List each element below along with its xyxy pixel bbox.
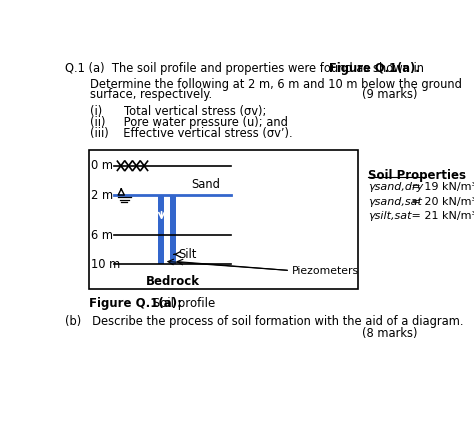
Text: (b)   Describe the process of soil formation with the aid of a diagram.: (b) Describe the process of soil formati… bbox=[65, 315, 464, 328]
Text: (9 marks): (9 marks) bbox=[362, 88, 417, 101]
Text: Piezometers: Piezometers bbox=[292, 266, 359, 276]
Text: Q.1 (a)  The soil profile and properties were found as shown in: Q.1 (a) The soil profile and properties … bbox=[65, 62, 428, 75]
Text: γsand,dry: γsand,dry bbox=[368, 182, 423, 192]
Text: Soil Properties: Soil Properties bbox=[368, 169, 465, 182]
Text: (8 marks): (8 marks) bbox=[362, 327, 417, 340]
Bar bbox=[89, 150, 357, 289]
Text: γsand,sat: γsand,sat bbox=[368, 197, 421, 206]
Text: Figure Q.1(a):: Figure Q.1(a): bbox=[89, 297, 182, 310]
Text: Bedrock: Bedrock bbox=[146, 275, 200, 288]
Text: Silt: Silt bbox=[179, 248, 197, 261]
Text: Sand: Sand bbox=[191, 178, 220, 191]
Text: Soil profile: Soil profile bbox=[149, 297, 215, 310]
Bar bbox=[170, 195, 175, 264]
Text: = 21 kN/m³: = 21 kN/m³ bbox=[408, 211, 474, 221]
Text: = 19 kN/m³: = 19 kN/m³ bbox=[408, 182, 474, 192]
Bar bbox=[158, 195, 164, 264]
Text: 10 m: 10 m bbox=[91, 258, 120, 271]
Text: 6 m: 6 m bbox=[91, 229, 113, 241]
Text: Determine the following at 2 m, 6 m and 10 m below the ground: Determine the following at 2 m, 6 m and … bbox=[90, 78, 462, 91]
Text: γsilt,sat: γsilt,sat bbox=[368, 211, 411, 221]
Text: (iii)    Effective vertical stress (σv’).: (iii) Effective vertical stress (σv’). bbox=[90, 127, 293, 140]
Text: 2 m: 2 m bbox=[91, 188, 113, 202]
Text: surface, respectively.: surface, respectively. bbox=[90, 88, 212, 101]
Text: (i)      Total vertical stress (σv);: (i) Total vertical stress (σv); bbox=[90, 105, 266, 118]
Text: Figure Q.1(a).: Figure Q.1(a). bbox=[329, 62, 419, 75]
Text: = 20 kN/m³: = 20 kN/m³ bbox=[408, 197, 474, 206]
Text: (ii)     Pore water pressure (u); and: (ii) Pore water pressure (u); and bbox=[90, 116, 288, 129]
Text: 0 m: 0 m bbox=[91, 159, 113, 172]
